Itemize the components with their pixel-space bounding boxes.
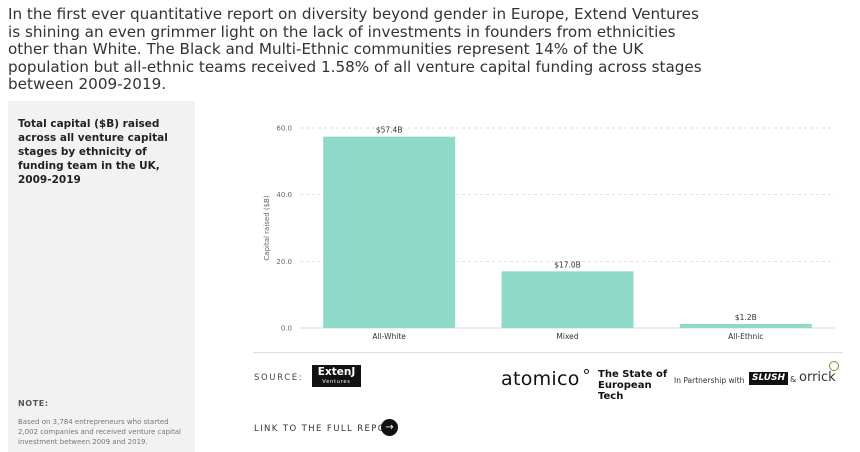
y-tick-label: 60.0 (276, 125, 292, 133)
partnership-text: In Partnership with (674, 376, 745, 385)
state-of-european-tech-logo[interactable]: The State of European Tech (598, 369, 678, 402)
chart-info-panel: Total capital ($B) raised across all ven… (8, 101, 195, 452)
extend-logo-subtext: Ventures (322, 379, 351, 385)
arrow-right-icon[interactable]: → (381, 419, 398, 436)
note-label: NOTE: (18, 399, 49, 408)
x-tick-label: All-White (372, 332, 406, 341)
full-report-link[interactable]: LINK TO THE FULL REPORT (254, 424, 400, 434)
sote-line2: European Tech (598, 380, 652, 402)
atomico-logo-mark-icon (584, 369, 589, 374)
bar-mixed (501, 271, 634, 328)
bar-all-white (323, 136, 456, 328)
bar-value-label: $17.0B (554, 260, 581, 269)
source-label: SOURCE: (254, 373, 304, 383)
x-tick-label: Mixed (556, 332, 578, 341)
bar-all-ethnic (679, 324, 812, 328)
chart-bars (323, 136, 812, 328)
footer-divider (253, 352, 843, 353)
y-tick-label: 40.0 (276, 191, 292, 199)
orrick-logo-mark-icon (829, 361, 839, 371)
y-tick-label: 0.0 (281, 325, 292, 333)
atomico-logo[interactable]: atomico (501, 368, 580, 390)
bar-value-label: $57.4B (376, 126, 403, 135)
note-text: Based on 3,784 entrepreneurs who started… (18, 418, 181, 446)
extend-logo-text: ExtenJ (317, 366, 356, 378)
extend-ventures-logo[interactable]: ExtenJ Ventures (312, 365, 361, 387)
ampersand: & (790, 375, 797, 384)
slush-logo[interactable]: SLUSH (749, 372, 789, 385)
y-tick-label: 20.0 (276, 258, 292, 266)
chart-labels: 0.0 20.0 40.0 60.0 $57.4B All-White $17.0B Mixe… (276, 125, 763, 342)
sote-line1: The State of (598, 369, 668, 380)
intro-paragraph: In the first ever quantitative report on… (8, 5, 702, 94)
y-axis-label: Capital raised ($B) (263, 195, 271, 260)
chart-title: Total capital ($B) raised across all ven… (18, 118, 168, 186)
bar-chart: 0.0 20.0 40.0 60.0 $57.4B All-White $17.0B Mixe… (263, 125, 835, 342)
orrick-logo[interactable]: orrick (799, 370, 836, 385)
x-tick-label: All-Ethnic (728, 332, 763, 341)
bar-value-label: $1.2B (735, 313, 757, 322)
